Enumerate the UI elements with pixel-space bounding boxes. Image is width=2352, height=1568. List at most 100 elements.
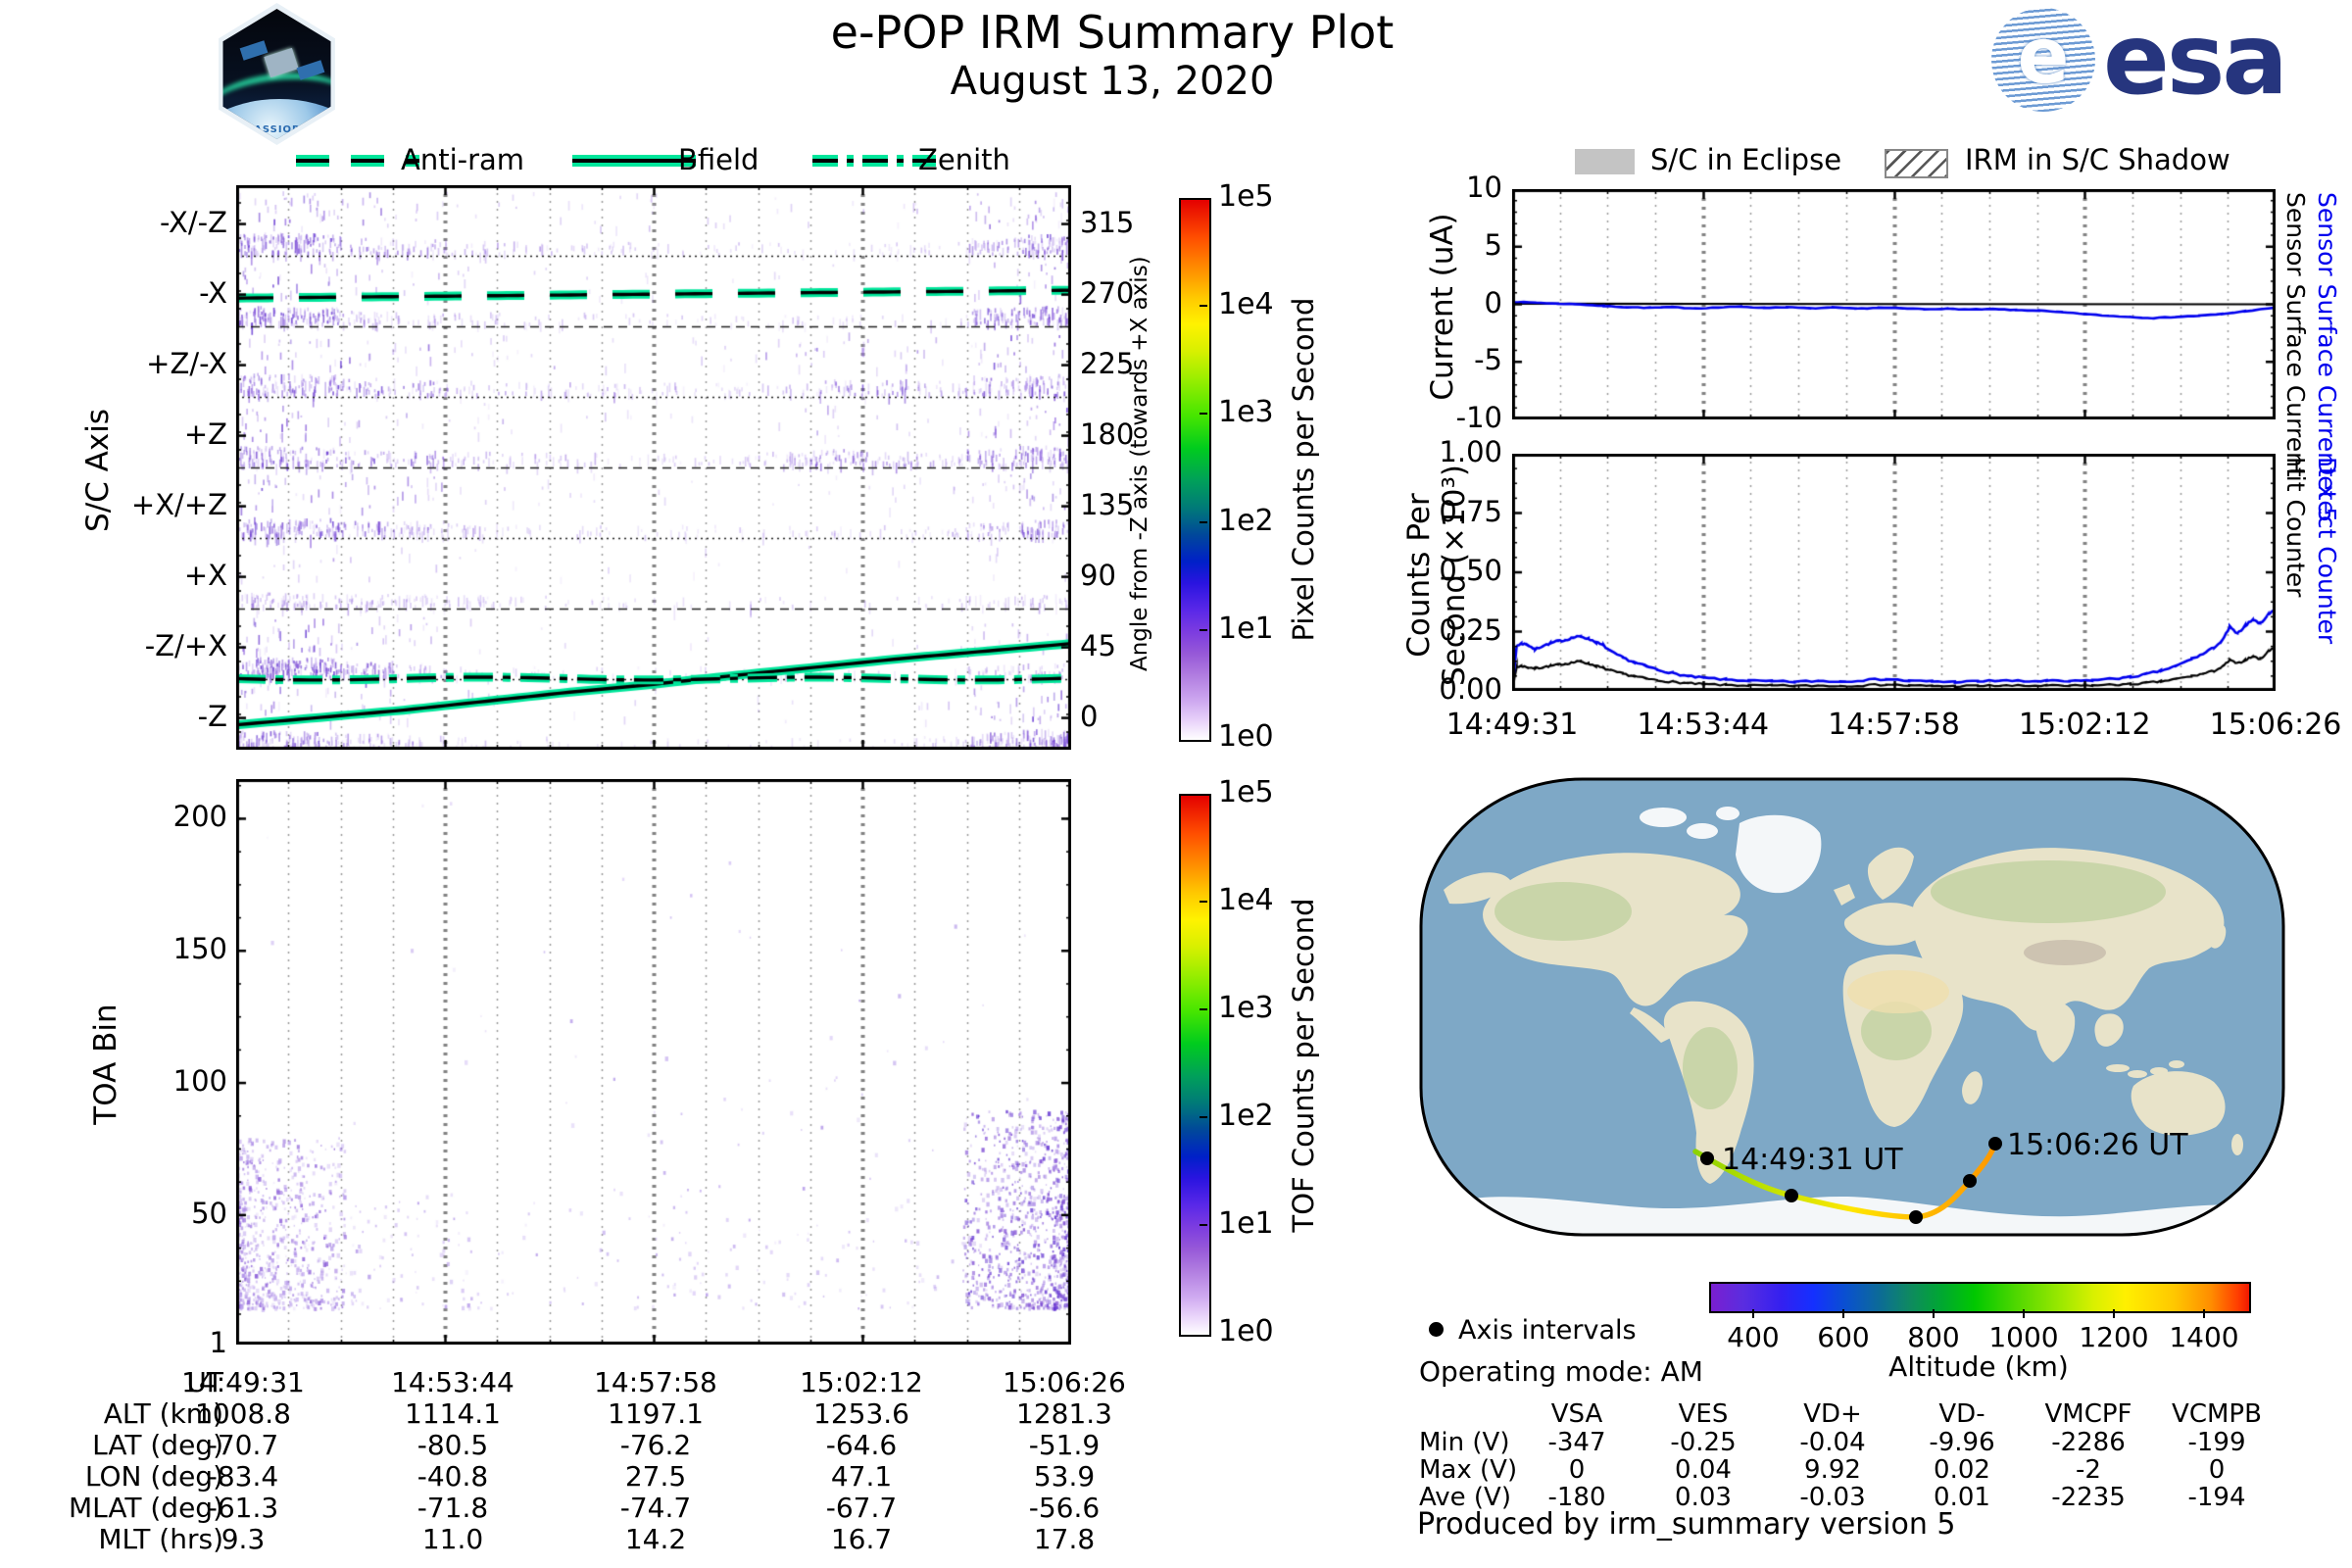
- toa-bin-plot: [236, 779, 1071, 1345]
- cnt-ytick-0: 1.00: [1439, 435, 1502, 468]
- operating-mode-label: Operating mode: AM: [1419, 1355, 1703, 1388]
- altitude-tickmark: [1752, 1309, 1754, 1318]
- voltage-cell-0-2: -0.04: [1799, 1428, 1866, 1457]
- voltage-cell-1-3: 0.02: [1934, 1455, 1990, 1485]
- legend-bfield-label: Bfield: [678, 143, 760, 176]
- cnt-ytick-1: 0.75: [1439, 494, 1502, 528]
- track-start-time-label: 14:49:31 UT: [1722, 1143, 1903, 1177]
- counters-xtick-2: 14:57:58: [1828, 708, 1960, 742]
- ephemeris-cell-2-3: -64.6: [825, 1429, 898, 1461]
- counters-xtick-1: 14:53:44: [1637, 708, 1770, 742]
- voltage-cell-0-1: -0.25: [1670, 1428, 1737, 1457]
- ephemeris-row-label-4: MLAT (deg): [68, 1492, 223, 1524]
- spectrogram-plot: [236, 185, 1071, 750]
- voltage-cell-2-1: 0.03: [1675, 1483, 1732, 1512]
- zenith-line-icon: [812, 155, 936, 167]
- page-date: August 13, 2020: [950, 59, 1275, 104]
- cnt-ytick-4: 0.00: [1439, 672, 1502, 706]
- voltage-row-label-2: Ave (V): [1419, 1483, 1511, 1512]
- voltage-cell-1-0: 0: [1568, 1455, 1586, 1485]
- altitude-tick-0: 400: [1727, 1321, 1780, 1353]
- ephemeris-cell-2-2: -76.2: [619, 1429, 692, 1461]
- voltage-cell-1-2: 9.92: [1804, 1455, 1861, 1485]
- cnt-ytick-2: 0.50: [1439, 554, 1502, 587]
- detect-counter-label: Detect Counter: [2313, 457, 2341, 645]
- spectrogram-right-tick-1: 270: [1080, 275, 1135, 310]
- voltage-cell-2-0: -180: [1547, 1483, 1606, 1512]
- ephemeris-cell-1-3: 1253.6: [813, 1397, 909, 1430]
- spectrogram-right-tick-6: 45: [1080, 628, 1116, 662]
- counters-xtick-3: 15:02:12: [2018, 708, 2151, 742]
- altitude-tickmark: [2113, 1309, 2115, 1318]
- spectrogram-right-tick-7: 0: [1080, 699, 1099, 733]
- legend-anti-ram-label: Anti-ram: [401, 143, 525, 176]
- toa-ytick-3: 50: [191, 1196, 227, 1230]
- spectrogram-band-label-0: -X/-Z: [160, 205, 227, 239]
- cbar1-tick-4: 1e1: [1218, 611, 1274, 646]
- ephemeris-cell-4-4: -56.6: [1028, 1492, 1101, 1524]
- toa-ytick-0: 200: [172, 800, 227, 834]
- track-end-time-label: 15:06:26 UT: [2007, 1128, 2188, 1162]
- spectrogram-band-label-5: +X: [183, 558, 227, 592]
- spectrogram-right-tick-4: 135: [1080, 487, 1135, 521]
- voltage-cell-0-4: -2286: [2051, 1428, 2126, 1457]
- ephemeris-cell-5-2: 14.2: [624, 1523, 687, 1555]
- cbar2-tickmark: [1200, 901, 1207, 903]
- orbit-track-interval-dots: [1700, 1137, 2002, 1224]
- voltage-col-header-4: VMCPF: [2044, 1399, 2132, 1429]
- ephemeris-cell-4-1: -71.8: [416, 1492, 489, 1524]
- esa-logo-globe-icon: e: [1991, 8, 2095, 112]
- ephemeris-row-label-2: LAT (deg): [92, 1429, 223, 1461]
- eclipse-swatch-icon: [1575, 149, 1635, 174]
- ephemeris-row-label-1: ALT (km): [103, 1397, 223, 1430]
- ephemeris-row-label-0: UT: [186, 1366, 223, 1398]
- toa-ytick-1: 150: [172, 932, 227, 966]
- spectrogram-right-tick-2: 225: [1080, 346, 1135, 380]
- cur-ytick-4: -10: [1455, 401, 1502, 434]
- esa-logo-e-icon: e: [2017, 13, 2070, 101]
- cbar1-tick-2: 1e3: [1218, 395, 1274, 430]
- cbar1-tick-0: 1e5: [1218, 179, 1274, 214]
- altitude-tick-4: 1200: [2079, 1321, 2149, 1353]
- voltage-cell-1-5: 0: [2208, 1455, 2226, 1485]
- cbar2-tickmark: [1200, 1008, 1207, 1010]
- altitude-tickmark: [2023, 1309, 2025, 1318]
- cnt-ytick-3: 0.25: [1439, 612, 1502, 647]
- voltage-col-header-2: VD+: [1803, 1399, 1862, 1429]
- cbar1-tick-3: 1e2: [1218, 503, 1274, 538]
- cbar2-tick-3: 1e2: [1218, 1099, 1274, 1133]
- ephemeris-cell-0-2: 14:57:58: [594, 1366, 717, 1398]
- ephemeris-cell-2-4: -51.9: [1028, 1429, 1101, 1461]
- legend-eclipse-label: S/C in Eclipse: [1650, 143, 1842, 176]
- tof-counts-colorbar: [1179, 794, 1211, 1337]
- counters-xtick-4: 15:06:26: [2209, 708, 2342, 742]
- counters-xtick-0: 14:49:31: [1446, 708, 1579, 742]
- ephemeris-cell-4-3: -67.7: [825, 1492, 898, 1524]
- page-title: e-POP IRM Summary Plot: [830, 6, 1395, 59]
- ephemeris-row-label-3: LON (deg): [84, 1460, 223, 1493]
- cbar2-tick-1: 1e4: [1218, 883, 1274, 917]
- cassiope-patch-art: CASSIOPE: [222, 9, 331, 139]
- cbar2-tick-5: 1e0: [1218, 1314, 1274, 1348]
- ephemeris-cell-4-0: -61.3: [207, 1492, 279, 1524]
- sensor-surface-current-label: Sensor Surface Current: [2281, 192, 2310, 477]
- ephemeris-cell-1-0: 1008.8: [195, 1397, 291, 1430]
- cbar2-tickmark: [1200, 1224, 1207, 1226]
- ephemeris-cell-1-4: 1281.3: [1016, 1397, 1112, 1430]
- axis-intervals-label: Axis intervals: [1458, 1315, 1637, 1346]
- spectrogram-band-label-3: +Z: [183, 416, 227, 451]
- cassiope-mission-patch: CASSIOPE: [219, 3, 335, 145]
- map-border: [1419, 777, 2285, 1237]
- voltage-col-header-3: VD-: [1938, 1399, 1985, 1429]
- tof-counts-colorbar-label: TOF Counts per Second: [1287, 898, 1320, 1233]
- ephemeris-cell-5-1: 11.0: [421, 1523, 484, 1555]
- pixel-counts-colorbar: [1179, 198, 1211, 742]
- legend-zenith-label: Zenith: [918, 143, 1010, 176]
- spectrogram-right-tick-5: 90: [1080, 558, 1116, 592]
- spectrogram-band-label-1: -X: [199, 275, 227, 310]
- voltage-col-header-0: VSA: [1550, 1399, 1603, 1429]
- anti-ram-line-icon: [296, 155, 419, 167]
- cbar1-tickmark: [1200, 413, 1207, 416]
- ephemeris-cell-5-3: 16.7: [830, 1523, 893, 1555]
